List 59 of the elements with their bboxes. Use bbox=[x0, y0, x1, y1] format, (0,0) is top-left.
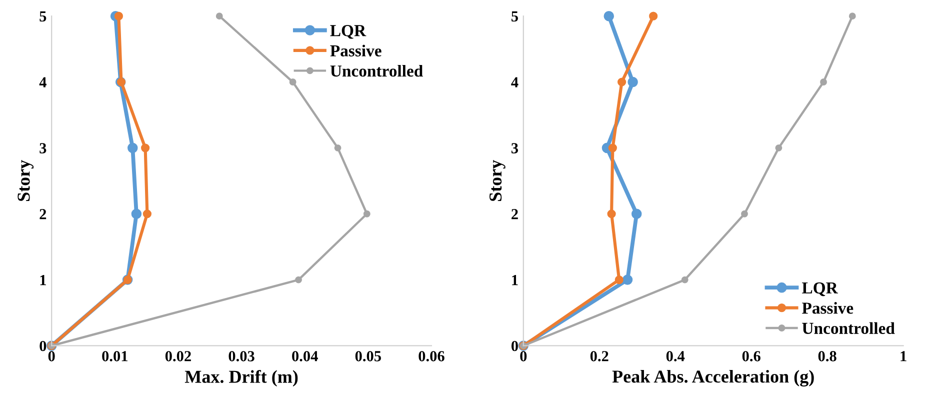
y-tick-label: 1 bbox=[40, 275, 46, 286]
point bbox=[363, 210, 370, 218]
legend-label: Passive bbox=[802, 302, 854, 314]
y-tick-label: 3 bbox=[511, 143, 518, 154]
legend-label: Passive bbox=[330, 44, 382, 56]
legend-label: Uncontrolled bbox=[330, 64, 423, 77]
point bbox=[741, 210, 748, 218]
x-tick-label: 0.03 bbox=[228, 351, 254, 362]
y-tick-label: 5 bbox=[40, 11, 46, 22]
point bbox=[607, 210, 616, 218]
y-axis-title: Story bbox=[489, 160, 506, 201]
x-axis-title: Max. Drift (m) bbox=[184, 370, 298, 387]
point bbox=[127, 142, 138, 154]
point bbox=[608, 144, 617, 152]
x-tick-label: 0.8 bbox=[818, 351, 836, 362]
point bbox=[628, 76, 638, 88]
point bbox=[820, 78, 827, 86]
x-tick-label: 1 bbox=[900, 351, 906, 362]
point bbox=[622, 274, 633, 285]
point bbox=[131, 208, 142, 220]
point bbox=[617, 78, 626, 86]
x-axis-title: Peak Abs. Acceleration (g) bbox=[612, 370, 814, 387]
point bbox=[614, 275, 624, 284]
point bbox=[681, 276, 688, 284]
point bbox=[334, 144, 342, 152]
point bbox=[295, 276, 302, 284]
y-tick-label: 1 bbox=[512, 275, 518, 286]
point bbox=[216, 12, 223, 20]
y-tick-label: 2 bbox=[512, 209, 518, 220]
x-tick-label: 0.4 bbox=[666, 351, 685, 362]
point bbox=[140, 144, 150, 152]
point bbox=[114, 12, 124, 20]
point bbox=[649, 12, 658, 20]
legend-label: Uncontrolled bbox=[802, 322, 895, 334]
y-axis-title: Story bbox=[18, 160, 34, 201]
x-tick-label: 0 bbox=[48, 351, 55, 362]
x-tick-label: 0.6 bbox=[742, 351, 760, 362]
x-tick-label: 0.06 bbox=[418, 351, 444, 362]
y-tick-label: 3 bbox=[40, 143, 46, 154]
y-tick-label: 0 bbox=[511, 340, 518, 352]
point bbox=[142, 210, 152, 218]
x-tick-label: 0.05 bbox=[355, 351, 381, 362]
point bbox=[604, 10, 614, 22]
point bbox=[631, 208, 642, 220]
x-tick-label: 0.2 bbox=[590, 351, 608, 362]
y-tick-label: 2 bbox=[40, 209, 46, 220]
x-tick-label: 0 bbox=[520, 351, 527, 362]
point bbox=[775, 144, 782, 152]
y-tick-label: 0 bbox=[40, 340, 46, 352]
y-tick-label: 4 bbox=[511, 77, 518, 88]
x-tick-label: 0.02 bbox=[165, 351, 191, 362]
point bbox=[289, 78, 296, 86]
x-tick-label: 0.04 bbox=[292, 351, 318, 362]
x-tick-label: 0.01 bbox=[102, 351, 128, 362]
legend-label: LQR bbox=[330, 25, 366, 39]
point bbox=[848, 12, 856, 20]
legend-label: LQR bbox=[802, 282, 838, 296]
y-tick-label: 5 bbox=[512, 11, 518, 22]
y-tick-label: 4 bbox=[39, 77, 46, 88]
